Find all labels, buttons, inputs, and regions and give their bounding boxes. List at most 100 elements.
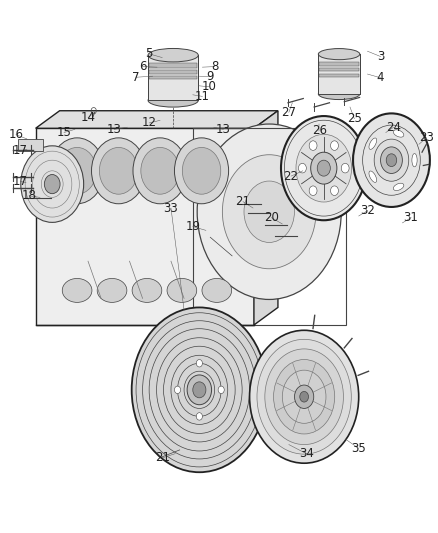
Circle shape (50, 138, 104, 204)
Bar (149, 70, 198, 74)
Text: 23: 23 (419, 131, 434, 144)
Circle shape (331, 186, 339, 196)
Ellipse shape (167, 278, 197, 302)
Polygon shape (254, 111, 278, 325)
Circle shape (331, 141, 339, 150)
Circle shape (197, 124, 341, 300)
Circle shape (311, 152, 337, 184)
Ellipse shape (202, 278, 232, 302)
Bar (35, 128, 254, 325)
Circle shape (257, 340, 351, 454)
Bar (149, 63, 198, 68)
Ellipse shape (132, 278, 162, 302)
Circle shape (218, 386, 224, 393)
Circle shape (296, 134, 352, 202)
Text: 18: 18 (21, 189, 36, 203)
Circle shape (132, 308, 267, 472)
Text: 10: 10 (202, 80, 217, 93)
Circle shape (265, 349, 343, 445)
Text: 3: 3 (377, 50, 384, 63)
Circle shape (21, 146, 84, 222)
Ellipse shape (148, 94, 198, 107)
Circle shape (187, 375, 212, 405)
Text: 35: 35 (351, 442, 366, 455)
Circle shape (244, 181, 294, 243)
Circle shape (133, 138, 187, 204)
Circle shape (353, 114, 430, 207)
Circle shape (174, 386, 180, 393)
Polygon shape (18, 139, 43, 151)
Text: 21: 21 (155, 451, 170, 464)
Circle shape (374, 139, 409, 181)
Circle shape (182, 148, 221, 194)
Ellipse shape (412, 154, 417, 167)
Text: 26: 26 (312, 124, 327, 138)
Text: 12: 12 (141, 117, 157, 130)
Text: 25: 25 (347, 112, 362, 125)
Text: 33: 33 (164, 201, 178, 214)
Text: 13: 13 (107, 123, 122, 136)
Ellipse shape (369, 138, 377, 149)
Circle shape (223, 155, 316, 269)
Circle shape (196, 360, 202, 367)
Bar (318, 54, 360, 94)
Ellipse shape (393, 183, 404, 190)
Text: 32: 32 (360, 204, 375, 217)
Circle shape (294, 385, 314, 408)
Circle shape (99, 148, 138, 194)
Circle shape (174, 138, 229, 204)
Circle shape (250, 330, 359, 463)
Circle shape (44, 174, 60, 193)
Circle shape (317, 160, 330, 176)
Text: 13: 13 (216, 123, 231, 136)
Text: 31: 31 (404, 211, 419, 224)
Ellipse shape (148, 49, 198, 62)
Ellipse shape (97, 278, 127, 302)
Circle shape (300, 391, 308, 402)
Circle shape (141, 148, 179, 194)
Circle shape (381, 147, 403, 173)
Text: 19: 19 (185, 220, 200, 233)
Circle shape (341, 164, 349, 173)
Circle shape (58, 148, 96, 194)
Text: 9: 9 (207, 70, 214, 83)
Bar (148, 55, 198, 100)
Text: 5: 5 (145, 47, 153, 60)
Text: 15: 15 (57, 126, 71, 139)
Ellipse shape (318, 88, 360, 100)
Text: 21: 21 (236, 195, 251, 208)
Circle shape (281, 116, 367, 220)
Ellipse shape (62, 278, 92, 302)
Ellipse shape (393, 130, 404, 137)
Circle shape (309, 141, 317, 150)
Circle shape (309, 186, 317, 196)
Text: 16: 16 (8, 128, 24, 141)
Text: 22: 22 (283, 169, 299, 183)
Text: 17: 17 (13, 144, 28, 157)
Bar (149, 76, 198, 79)
Text: 8: 8 (211, 60, 218, 73)
Text: 4: 4 (377, 71, 384, 84)
Text: 34: 34 (299, 447, 314, 460)
Bar (193, 128, 346, 325)
Text: 7: 7 (132, 71, 140, 84)
Circle shape (92, 138, 146, 204)
Bar (319, 68, 359, 71)
Text: 27: 27 (281, 106, 297, 119)
Bar (319, 74, 359, 77)
Circle shape (298, 164, 306, 173)
Circle shape (386, 154, 397, 166)
Text: 14: 14 (81, 111, 95, 124)
Circle shape (274, 360, 335, 434)
Text: 24: 24 (386, 120, 401, 134)
Polygon shape (35, 111, 278, 128)
Text: 20: 20 (264, 211, 279, 224)
Text: 6: 6 (139, 60, 146, 73)
Circle shape (193, 382, 206, 398)
Text: 17: 17 (13, 175, 28, 188)
Circle shape (196, 413, 202, 420)
Circle shape (283, 370, 326, 423)
Text: 11: 11 (195, 90, 210, 103)
Ellipse shape (318, 49, 360, 60)
Ellipse shape (369, 171, 377, 182)
